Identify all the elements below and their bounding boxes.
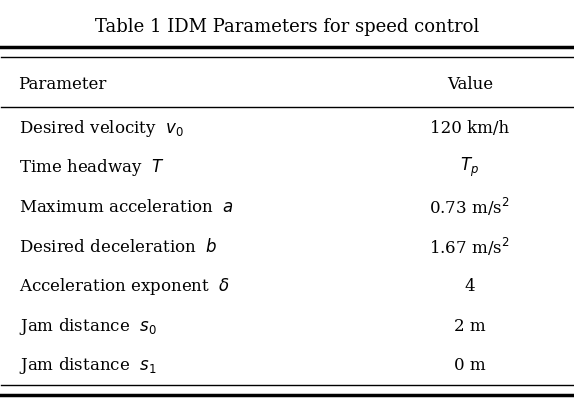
Text: Desired deceleration  $b$: Desired deceleration $b$	[18, 237, 217, 255]
Text: Table 1 IDM Parameters for speed control: Table 1 IDM Parameters for speed control	[95, 17, 479, 35]
Text: 4: 4	[464, 277, 475, 294]
Text: $T_p$: $T_p$	[460, 156, 479, 179]
Text: Acceleration exponent  $\delta$: Acceleration exponent $\delta$	[18, 275, 230, 296]
Text: 0 m: 0 m	[454, 356, 486, 373]
Text: Jam distance  $s_1$: Jam distance $s_1$	[18, 354, 156, 375]
Text: 0.73 m/s$^2$: 0.73 m/s$^2$	[429, 196, 510, 218]
Text: Time headway  $T$: Time headway $T$	[18, 157, 164, 178]
Text: Maximum acceleration  $a$: Maximum acceleration $a$	[18, 198, 234, 215]
Text: Parameter: Parameter	[18, 75, 107, 92]
Text: 120 km/h: 120 km/h	[430, 119, 509, 136]
Text: Jam distance  $s_0$: Jam distance $s_0$	[18, 315, 156, 336]
Text: 1.67 m/s$^2$: 1.67 m/s$^2$	[429, 235, 510, 257]
Text: Desired velocity  $v_0$: Desired velocity $v_0$	[18, 117, 184, 138]
Text: 2 m: 2 m	[454, 317, 486, 334]
Text: Value: Value	[447, 75, 493, 92]
